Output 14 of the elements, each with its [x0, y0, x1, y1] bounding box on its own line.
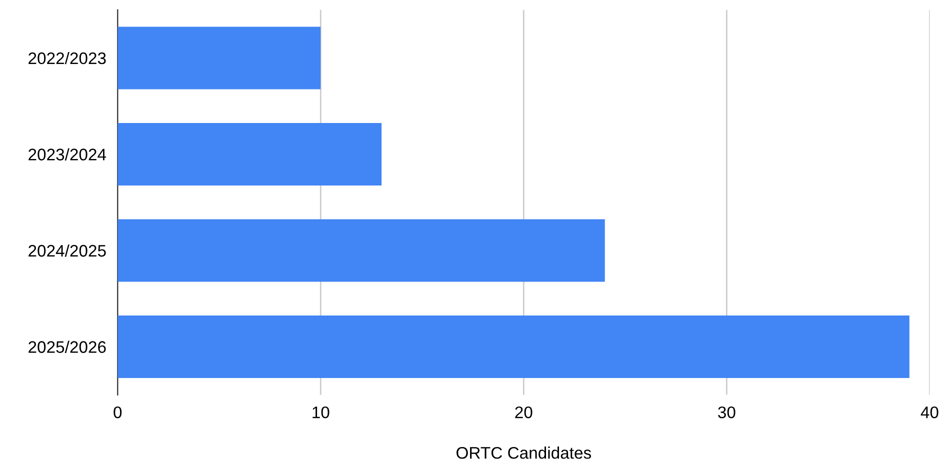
x-tick-label: 20	[515, 406, 532, 418]
y-tick-label: 2022/2023	[28, 52, 106, 64]
y-tick-label: 2023/2024	[28, 148, 106, 160]
x-tick-label: 40	[920, 406, 938, 418]
bar	[118, 219, 605, 282]
bar	[118, 122, 382, 186]
y-tick-label: 2024/2025	[28, 244, 106, 257]
x-tick-label: 30	[718, 406, 736, 418]
bar	[118, 26, 321, 90]
y-tick-label: 2025/2026	[28, 340, 106, 353]
x-tick-label: 0	[114, 406, 122, 418]
x-tick-label: 10	[312, 406, 330, 418]
x-axis-title: ORTC Candidates	[456, 446, 592, 459]
bar	[118, 315, 910, 378]
